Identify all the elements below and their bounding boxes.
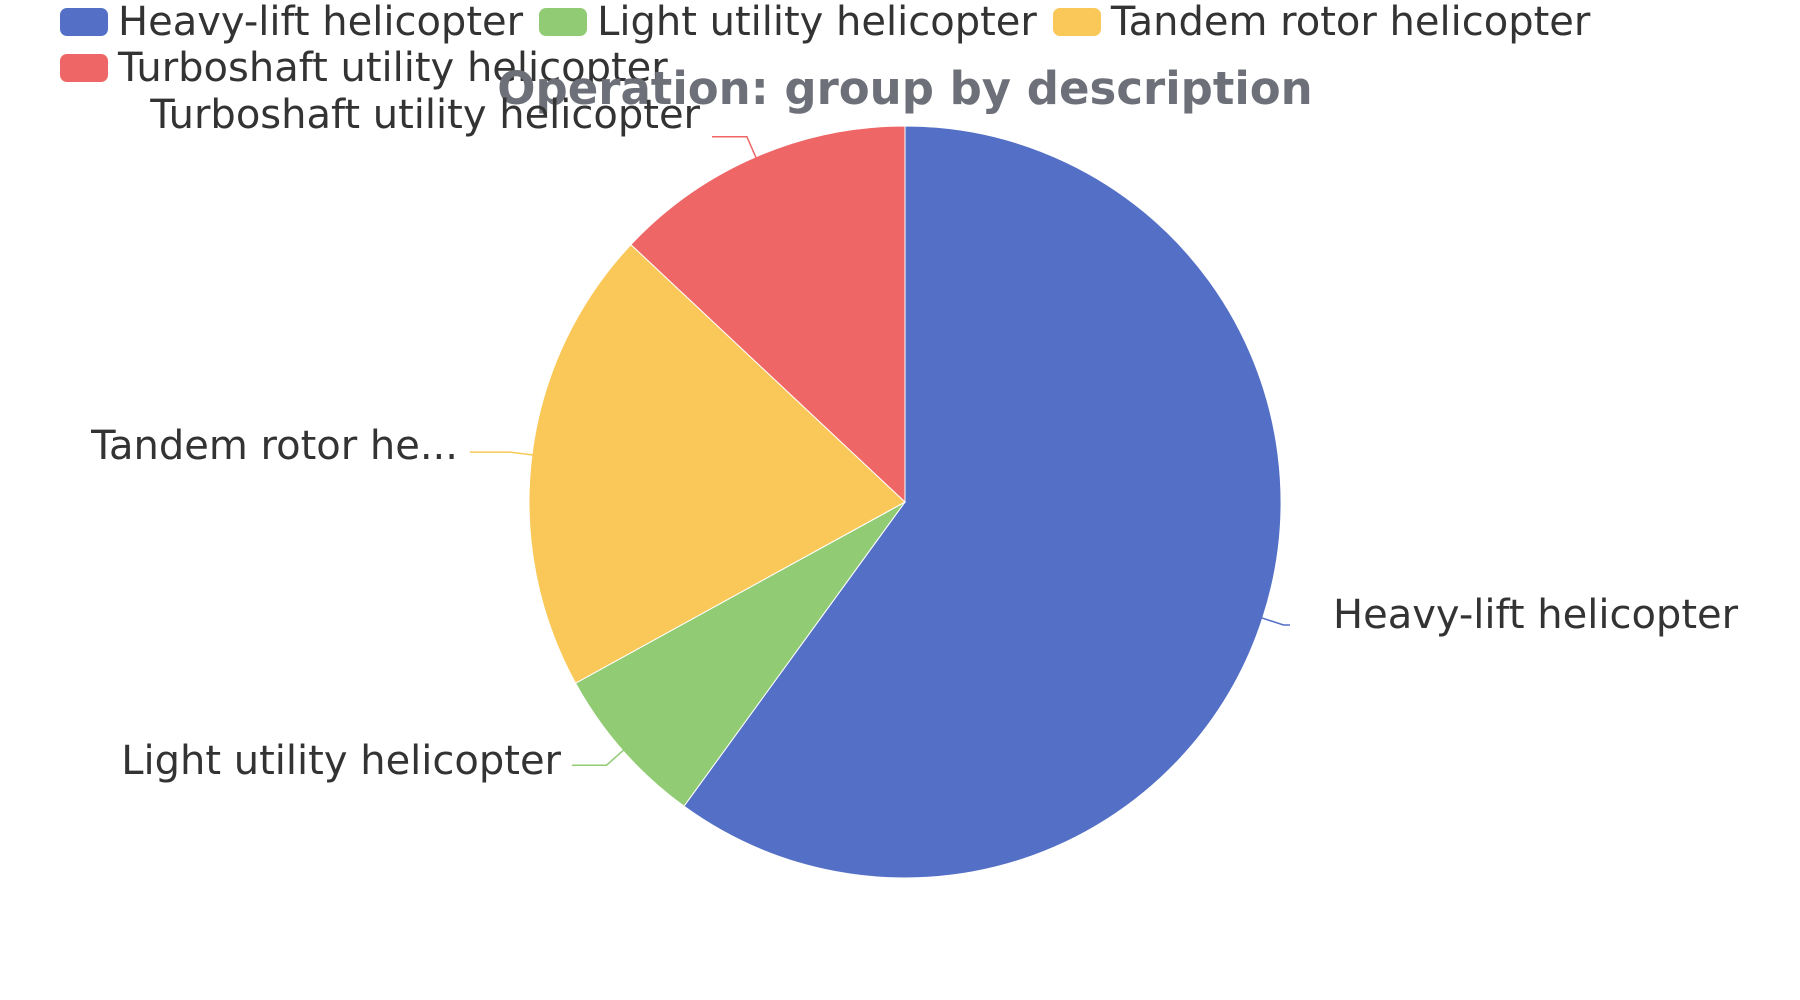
legend-label: Light utility helicopter bbox=[597, 0, 1037, 45]
legend-item-light-utility-helicopter[interactable]: Light utility helicopter bbox=[539, 0, 1037, 44]
label-line-tandem-rotor-helicopter bbox=[470, 451, 538, 457]
pie-label-turboshaft-utility-helicopter: Turboshaft utility helicopter bbox=[149, 92, 700, 138]
legend-swatch bbox=[1052, 8, 1101, 36]
pie-labels: Heavy-lift helicopter Light utility helic… bbox=[90, 92, 1738, 784]
legend-label: Turboshaft utility helicopter bbox=[118, 45, 668, 91]
legend-label: Tandem rotor helicopter bbox=[1110, 0, 1591, 45]
chart-title: Operation: group by description bbox=[497, 62, 1312, 115]
legend-label: Heavy-lift helicopter bbox=[118, 0, 524, 45]
pie-label-heavy-lift-helicopter: Heavy-lift helicopter bbox=[1333, 592, 1739, 638]
pie-label-light-utility-helicopter: Light utility helicopter bbox=[121, 738, 561, 784]
legend-item-heavy-lift-helicopter[interactable]: Heavy-lift helicopter bbox=[60, 0, 523, 44]
legend-item-turboshaft-utility-helicopter[interactable]: Turboshaft utility helicopter bbox=[60, 46, 668, 90]
legend-swatch bbox=[60, 8, 108, 36]
label-line-heavy-lift-helicopter bbox=[1256, 615, 1290, 626]
legend-item-tandem-rotor-helicopter[interactable]: Tandem rotor helicopter bbox=[1052, 0, 1591, 45]
pie-slices bbox=[528, 125, 1282, 879]
label-line-light-utility-helicopter bbox=[572, 746, 628, 766]
chart-legend: Heavy-lift helicopter Light utility helic… bbox=[60, 0, 1760, 90]
legend-swatch bbox=[539, 8, 588, 36]
label-line-turboshaft-utility-helicopter bbox=[712, 135, 759, 163]
legend-swatch bbox=[60, 54, 108, 82]
pie-label-tandem-rotor-helicopter: Tandem rotor he... bbox=[90, 423, 458, 469]
